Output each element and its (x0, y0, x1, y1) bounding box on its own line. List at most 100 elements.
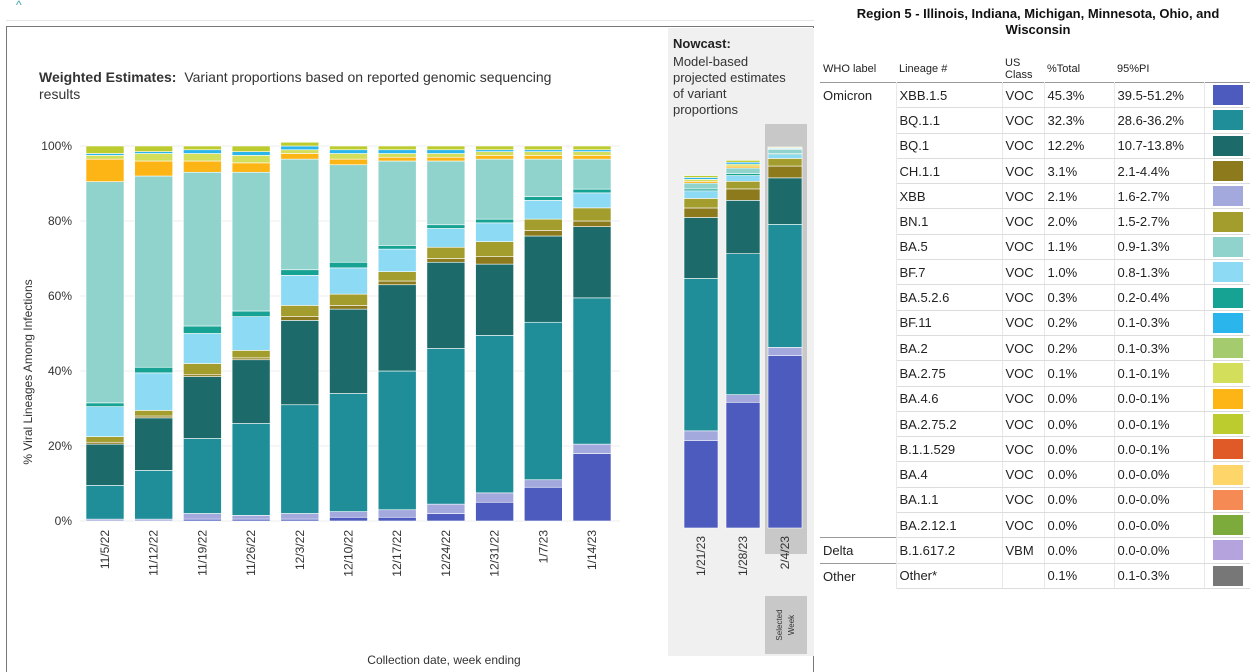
selected-week-button[interactable] (765, 596, 807, 654)
color-swatch (1212, 388, 1243, 409)
pi-cell: 0.0-0.0% (1114, 461, 1205, 488)
lineage-cell: XBB.1.5 (896, 81, 1003, 109)
color-swatch (1212, 312, 1243, 333)
bar-segment (377, 160, 417, 246)
table-row[interactable]: Omicron XBB.1.5 VOC 45.3% 39.5-51.2% (820, 81, 1250, 109)
table-row[interactable]: CH.1.1 VOC 3.1% 2.1-4.4% (820, 158, 1250, 185)
bar-segment (523, 145, 563, 151)
bar-segment (377, 248, 417, 272)
nowcast-desc-2: projected estimates (673, 70, 786, 85)
bar-segment (85, 402, 125, 407)
table-row[interactable]: BQ.1 VOC 12.2% 10.7-13.8% (820, 133, 1250, 159)
bar-segment (523, 196, 563, 201)
nowcast-bar-segment (725, 175, 761, 182)
bar-segment (231, 145, 271, 152)
bar-segment (231, 155, 271, 164)
color-swatch (1212, 565, 1243, 586)
bar-segment (475, 263, 514, 336)
us-class-cell: VOC (1002, 335, 1045, 362)
table-row[interactable]: BF.7 VOC 1.0% 0.8-1.3% (820, 259, 1250, 286)
bar-segment (572, 145, 612, 151)
table-row[interactable]: BN.1 VOC 2.0% 1.5-2.7% (820, 208, 1250, 235)
table-row[interactable]: BA.4.6 VOC 0.0% 0.0-0.1% (820, 386, 1250, 412)
bar-segment (426, 513, 466, 522)
bar-segment (329, 261, 368, 269)
table-row[interactable]: BA.2.75 VOC 0.1% 0.1-0.1% (820, 360, 1250, 387)
who-cell (820, 335, 897, 361)
bar-segment (329, 267, 368, 295)
table-row[interactable]: Delta B.1.617.2 VBM 0.0% 0.0-0.0% (820, 537, 1250, 564)
bar-segment (183, 153, 222, 162)
bar-segment (475, 145, 514, 151)
nowcast-bar-segment (725, 253, 761, 395)
us-class-cell: VOC (1002, 259, 1045, 286)
table-row[interactable]: B.1.1.529 VOC 0.0% 0.0-0.1% (820, 436, 1250, 463)
pi-cell: 0.0-0.1% (1114, 411, 1205, 438)
table-row[interactable]: BA.2.75.2 VOC 0.0% 0.0-0.1% (820, 411, 1250, 438)
table-row[interactable]: BA.2.12.1 VOC 0.0% 0.0-0.0% (820, 512, 1250, 539)
color-cell (1204, 284, 1250, 311)
bar-segment (475, 335, 514, 494)
pct-total-cell: 0.0% (1044, 487, 1115, 514)
bar-segment (523, 200, 563, 220)
table-row[interactable]: BA.5 VOC 1.1% 0.9-1.3% (820, 234, 1250, 261)
pi-cell: 10.7-13.8% (1114, 133, 1205, 159)
table-row[interactable]: BA.4 VOC 0.0% 0.0-0.0% (820, 461, 1250, 488)
bar-segment (329, 511, 368, 518)
bar-segment (572, 158, 612, 190)
region-title-line2: Wisconsin (1005, 22, 1071, 37)
pi-cell: 1.5-2.7% (1114, 208, 1205, 235)
pi-cell: 0.0-0.0% (1114, 512, 1205, 539)
lineage-cell: BQ.1.1 (896, 107, 1003, 134)
pi-cell: 0.0-0.1% (1114, 386, 1205, 412)
bar-segment (329, 153, 368, 160)
bar-segment (134, 470, 173, 520)
table-row[interactable]: BA.5.2.6 VOC 0.3% 0.2-0.4% (820, 284, 1250, 311)
nowcast-desc-4: proportions (673, 102, 739, 117)
us-class-cell: VOC (1002, 158, 1045, 185)
color-cell (1204, 461, 1250, 488)
nowcast-title: Nowcast: (673, 36, 731, 51)
color-cell (1204, 487, 1250, 514)
who-cell (820, 259, 897, 285)
who-cell: Delta (820, 537, 897, 564)
bar-segment (426, 224, 466, 229)
color-swatch (1212, 414, 1243, 434)
table-row[interactable]: Other Other* 0.1% 0.1-0.3% (820, 562, 1250, 589)
nowcast-desc-3: of variant (673, 86, 727, 101)
us-class-cell: VBM (1002, 537, 1045, 564)
bar-segment (572, 443, 612, 454)
us-class-cell: VOC (1002, 487, 1045, 514)
y-tick-label: 40% (48, 364, 72, 378)
x-axis-title: Collection date, week ending (367, 653, 520, 667)
lineage-cell: CH.1.1 (896, 158, 1003, 185)
selected-week-label-2: Week (787, 614, 796, 635)
nowcast-bar-segment (725, 160, 761, 163)
x-tick-label: 11/12/22 (147, 530, 161, 576)
pct-total-cell: 3.1% (1044, 158, 1115, 185)
bar-segment (183, 513, 222, 520)
lineage-cell: BA.2.75 (896, 360, 1003, 387)
bar-segment (572, 226, 612, 299)
bar-segment (329, 149, 368, 154)
top-strip: ^ (6, 0, 814, 21)
nowcast-bars (683, 146, 803, 529)
table-row[interactable]: BA.1.1 VOC 0.0% 0.0-0.0% (820, 487, 1250, 514)
lineage-cell: BF.11 (896, 310, 1003, 336)
table-row[interactable]: BQ.1.1 VOC 32.3% 28.6-36.2% (820, 107, 1250, 134)
bar-segment (377, 153, 417, 158)
color-swatch (1212, 211, 1243, 232)
table-row[interactable]: BF.11 VOC 0.2% 0.1-0.3% (820, 310, 1250, 336)
bar-segment (426, 261, 466, 349)
color-swatch (1212, 363, 1243, 384)
who-cell (820, 360, 897, 387)
table-row[interactable]: BA.2 VOC 0.2% 0.1-0.3% (820, 335, 1250, 362)
table-row[interactable]: XBB VOC 2.1% 1.6-2.7% (820, 183, 1250, 210)
nowcast-bar-segment (767, 355, 803, 529)
bar-segment (231, 316, 271, 351)
y-axis-title: % Viral Lineages Among Infections (21, 279, 35, 464)
bar-segment (329, 293, 368, 306)
pi-cell: 0.1-0.3% (1114, 562, 1205, 589)
us-class-cell: VOC (1002, 107, 1045, 134)
color-swatch (1212, 161, 1243, 182)
